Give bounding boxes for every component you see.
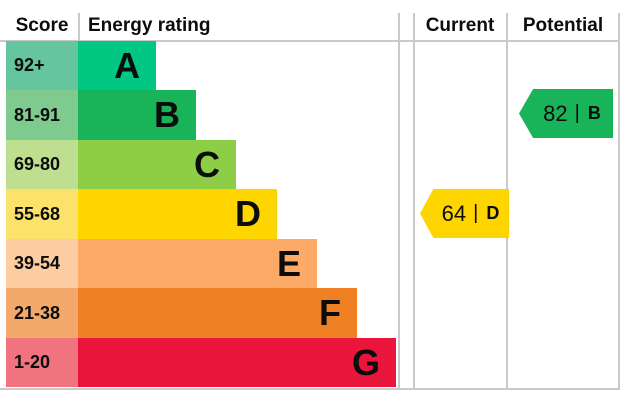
current-column-left-divider bbox=[413, 13, 415, 390]
rating-bar-b: B bbox=[78, 90, 196, 140]
potential-marker-divider: | bbox=[574, 102, 580, 124]
rating-bar-d: D bbox=[78, 189, 277, 239]
potential-band-letter: B bbox=[587, 103, 601, 123]
score-range-e: 39-54 bbox=[6, 239, 78, 288]
score-range-b: 81-91 bbox=[6, 90, 78, 140]
current-marker-divider: | bbox=[473, 202, 479, 224]
rating-bar-a: A bbox=[78, 41, 156, 90]
header-underline bbox=[0, 40, 619, 42]
score-column-divider bbox=[78, 13, 80, 40]
band-row-c: 69-80 C bbox=[6, 140, 236, 189]
band-row-a: 92+ A bbox=[6, 41, 156, 90]
header-score: Score bbox=[15, 15, 69, 36]
band-row-f: 21-38 F bbox=[6, 288, 357, 338]
band-row-g: 1-20 G bbox=[6, 338, 396, 387]
bottom-rule bbox=[0, 388, 619, 390]
score-range-c: 69-80 bbox=[6, 140, 78, 189]
score-range-f: 21-38 bbox=[6, 288, 78, 338]
rating-bar-e: E bbox=[78, 239, 317, 288]
band-row-d: 55-68 D bbox=[6, 189, 277, 239]
rating-bar-c: C bbox=[78, 140, 236, 189]
score-range-a: 92+ bbox=[6, 41, 78, 90]
header-energy-rating: Energy rating bbox=[88, 15, 211, 36]
header-potential: Potential bbox=[522, 15, 604, 36]
potential-column-right-divider bbox=[618, 13, 620, 390]
chart-right-divider bbox=[398, 13, 400, 390]
current-rating-pointer-icon: 64 | D bbox=[420, 189, 509, 238]
rating-bar-f: F bbox=[78, 288, 357, 338]
header-current: Current bbox=[425, 15, 495, 36]
score-range-d: 55-68 bbox=[6, 189, 78, 239]
current-band-letter: D bbox=[486, 203, 500, 223]
potential-score-value: 82 bbox=[543, 100, 568, 126]
band-row-e: 39-54 E bbox=[6, 239, 317, 288]
score-range-g: 1-20 bbox=[6, 338, 78, 387]
band-row-b: 81-91 B bbox=[6, 90, 196, 140]
potential-rating-pointer-icon: 82 | B bbox=[519, 89, 613, 138]
current-score-value: 64 bbox=[441, 200, 467, 226]
rating-bar-g: G bbox=[78, 338, 396, 387]
